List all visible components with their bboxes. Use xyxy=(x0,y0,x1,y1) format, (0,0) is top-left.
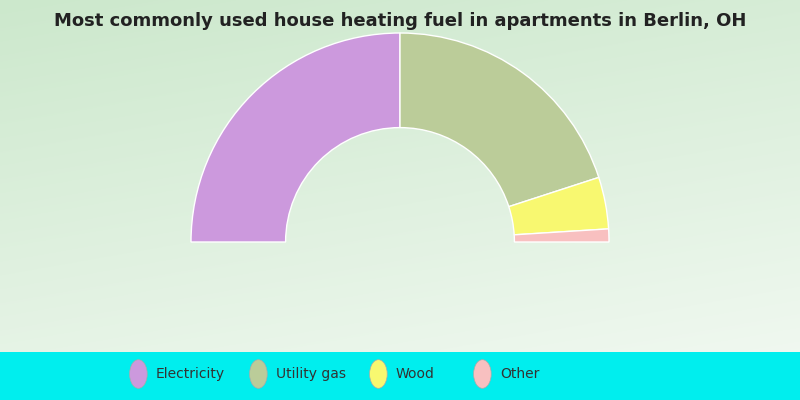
Text: Wood: Wood xyxy=(396,367,435,381)
Ellipse shape xyxy=(370,360,387,388)
Wedge shape xyxy=(509,178,609,235)
Text: Other: Other xyxy=(500,367,539,381)
Ellipse shape xyxy=(250,360,267,388)
Ellipse shape xyxy=(130,360,147,388)
Ellipse shape xyxy=(474,360,491,388)
Wedge shape xyxy=(400,33,598,207)
Wedge shape xyxy=(191,33,400,242)
Text: Electricity: Electricity xyxy=(156,367,225,381)
Text: Most commonly used house heating fuel in apartments in Berlin, OH: Most commonly used house heating fuel in… xyxy=(54,12,746,30)
Wedge shape xyxy=(514,229,609,242)
Text: Utility gas: Utility gas xyxy=(276,367,346,381)
